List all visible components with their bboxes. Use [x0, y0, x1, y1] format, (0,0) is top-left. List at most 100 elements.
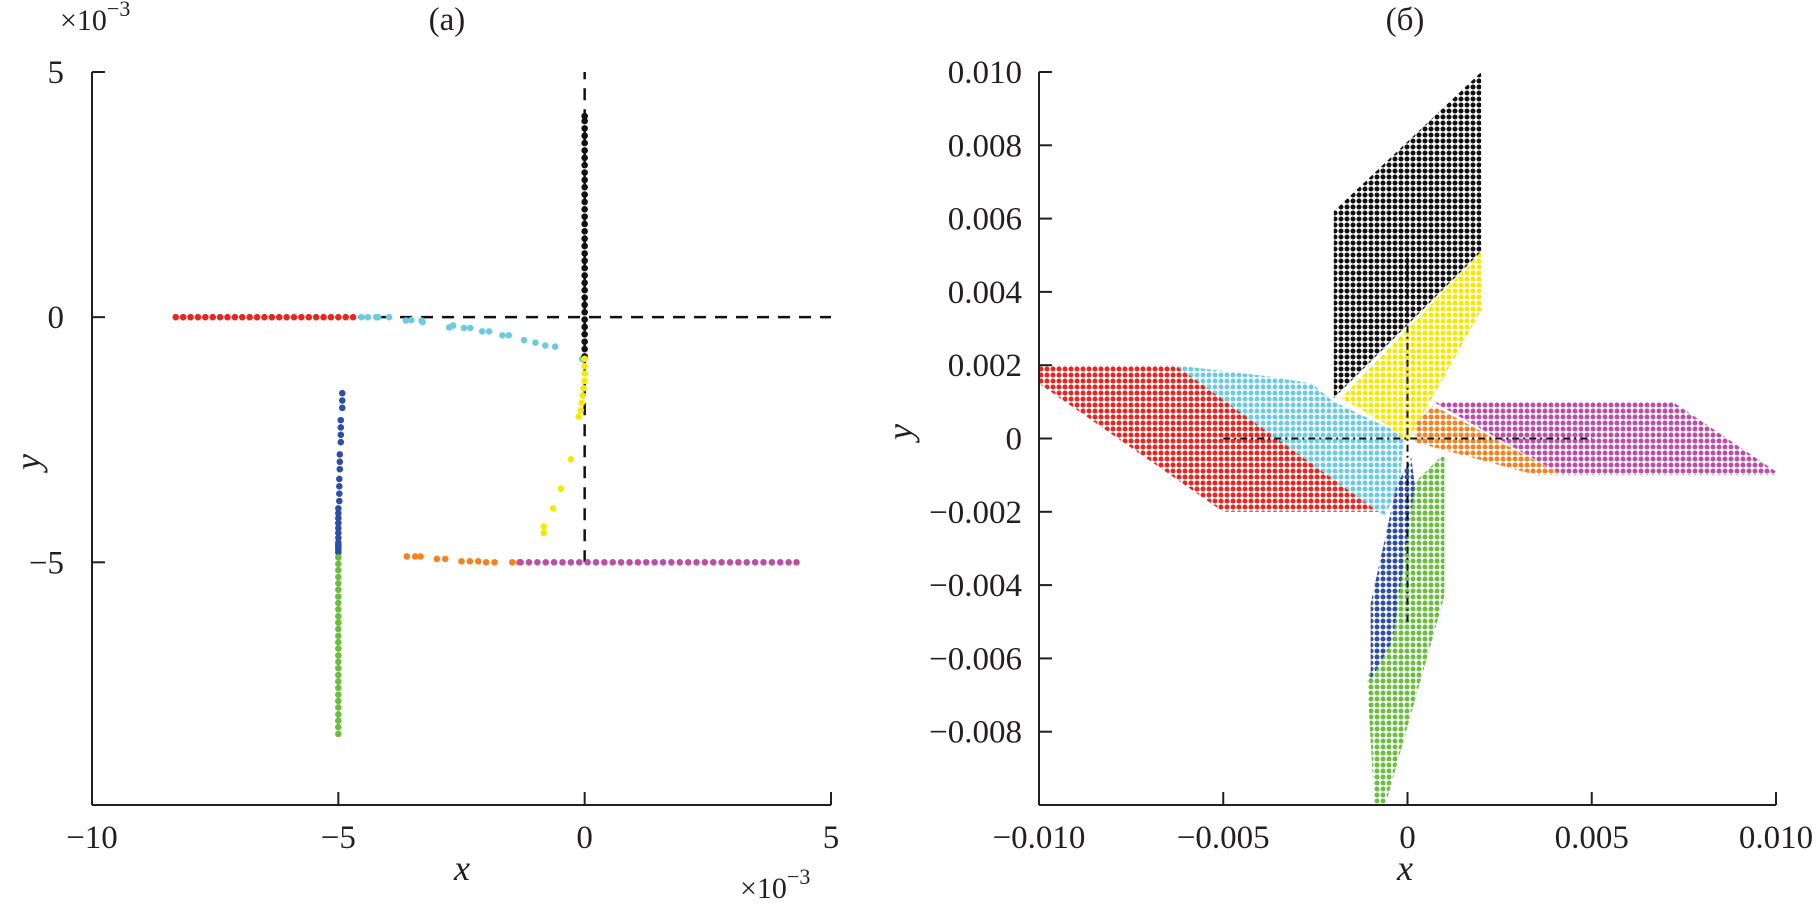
point-magenta	[684, 559, 692, 566]
point-magenta	[617, 559, 625, 566]
point-magenta	[768, 559, 776, 566]
point-black	[581, 198, 588, 206]
point-cyan	[520, 336, 528, 344]
point-green	[335, 671, 342, 679]
point-orange	[403, 553, 411, 560]
y-tick-label: 0.008	[948, 128, 1022, 164]
point-black	[581, 316, 588, 323]
point-cyan	[478, 328, 486, 335]
x-multiplier-base: ×10	[740, 872, 787, 905]
point-yellow	[580, 384, 587, 392]
point-magenta	[626, 559, 633, 566]
point-magenta	[575, 559, 583, 566]
point-cyan	[402, 317, 410, 324]
point-cyan	[449, 322, 457, 329]
point-green	[335, 573, 342, 581]
point-orange	[458, 558, 465, 565]
point-black	[581, 250, 588, 257]
point-magenta	[517, 559, 524, 566]
point-red	[298, 313, 305, 321]
y-tick-label: −5	[29, 545, 64, 581]
series-black	[581, 112, 588, 360]
point-magenta	[726, 559, 734, 566]
point-orange	[508, 559, 516, 566]
point-green	[335, 645, 342, 652]
point-cyan	[407, 316, 415, 324]
point-magenta	[668, 559, 675, 566]
y-tick-label: 5	[48, 55, 65, 91]
y-tick-label: 0.006	[948, 202, 1022, 238]
point-green	[335, 723, 342, 731]
point-blue	[335, 541, 342, 549]
point-yellow	[581, 370, 588, 377]
point-black	[581, 264, 588, 272]
point-red	[261, 313, 268, 321]
point-yellow	[549, 505, 557, 512]
point-red	[187, 313, 194, 321]
x-tick-label: 0.010	[1739, 820, 1813, 856]
y-multiplier-base: ×10	[60, 4, 107, 37]
series-yellow	[540, 355, 588, 537]
point-blue	[336, 465, 344, 473]
panel-b-x-label: x	[1396, 848, 1413, 888]
point-black	[581, 331, 588, 338]
point-red	[179, 313, 187, 321]
point-green	[335, 593, 342, 600]
point-green	[335, 684, 342, 692]
x-multiplier-exponent: −3	[787, 864, 810, 889]
point-magenta	[659, 559, 667, 566]
point-magenta	[760, 559, 767, 566]
point-magenta	[676, 559, 684, 566]
region-black	[1333, 72, 1482, 399]
point-red	[194, 313, 202, 321]
point-cyan	[541, 342, 549, 349]
point-blue	[337, 431, 345, 439]
panel-b: (б) x y −0.010 −0.005 0 0.005 0.010 0.010 0.00…	[880, 2, 1813, 888]
point-black	[581, 242, 588, 250]
point-red	[238, 313, 246, 321]
point-blue	[338, 397, 346, 404]
point-red	[172, 313, 180, 321]
panel-b-y-label: y	[880, 424, 920, 443]
point-green	[335, 652, 342, 659]
point-yellow	[540, 529, 548, 537]
point-yellow	[579, 392, 586, 399]
point-black	[581, 272, 588, 279]
point-orange	[417, 553, 424, 560]
point-red	[202, 313, 209, 321]
panel-a-y-multiplier: ×10−3	[60, 0, 130, 37]
point-green	[335, 730, 342, 738]
x-tick-label: 0.005	[1555, 820, 1629, 856]
point-green	[335, 638, 342, 646]
point-black	[581, 323, 588, 331]
point-orange	[474, 558, 482, 565]
point-cyan	[385, 313, 393, 321]
point-magenta	[559, 559, 566, 566]
point-red	[342, 313, 350, 321]
point-blue	[338, 389, 346, 397]
region-orange	[1414, 405, 1563, 476]
point-magenta	[751, 559, 759, 566]
point-red	[312, 313, 320, 321]
point-magenta	[701, 559, 709, 566]
point-black	[581, 308, 588, 316]
point-orange	[433, 555, 441, 563]
point-blue	[336, 451, 344, 458]
point-black	[581, 112, 588, 120]
point-blue	[335, 505, 342, 512]
point-red	[320, 313, 327, 321]
point-black	[581, 154, 588, 162]
x-tick-label: 0	[1399, 820, 1416, 856]
point-green	[335, 566, 342, 574]
point-blue	[336, 483, 343, 490]
panel-a: (a) ×10−3 ×10−3 x y −10 −5 0 550−5	[8, 0, 839, 905]
point-red	[305, 313, 313, 321]
point-magenta	[550, 559, 558, 566]
point-magenta	[542, 559, 550, 566]
point-black	[581, 205, 588, 213]
point-magenta	[718, 559, 725, 566]
point-black	[581, 345, 588, 353]
x-tick-label: −0.005	[1177, 820, 1270, 856]
point-cyan	[460, 324, 468, 332]
